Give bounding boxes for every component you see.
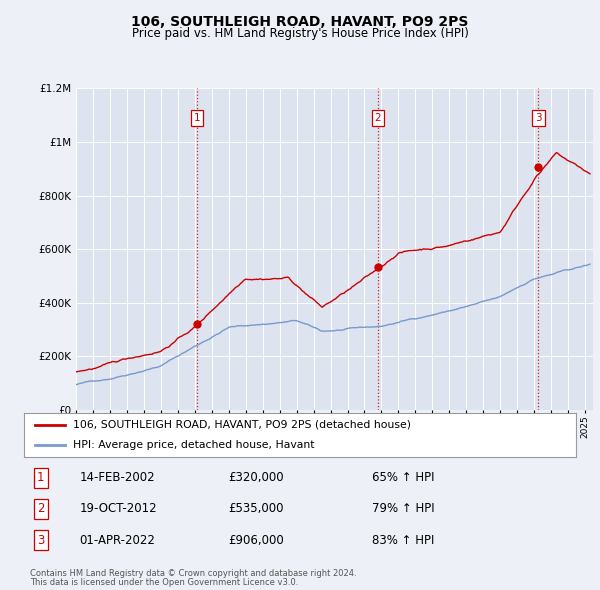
Text: 106, SOUTHLEIGH ROAD, HAVANT, PO9 2PS: 106, SOUTHLEIGH ROAD, HAVANT, PO9 2PS (131, 15, 469, 29)
Text: 14-FEB-2002: 14-FEB-2002 (79, 471, 155, 484)
Text: 3: 3 (535, 113, 542, 123)
Text: £906,000: £906,000 (228, 533, 284, 546)
Text: £535,000: £535,000 (228, 502, 284, 516)
Text: HPI: Average price, detached house, Havant: HPI: Average price, detached house, Hava… (73, 440, 314, 450)
Text: This data is licensed under the Open Government Licence v3.0.: This data is licensed under the Open Gov… (30, 578, 298, 587)
Text: 65% ↑ HPI: 65% ↑ HPI (372, 471, 434, 484)
Text: Contains HM Land Registry data © Crown copyright and database right 2024.: Contains HM Land Registry data © Crown c… (30, 569, 356, 578)
Text: 2: 2 (375, 113, 382, 123)
Text: 106, SOUTHLEIGH ROAD, HAVANT, PO9 2PS (detached house): 106, SOUTHLEIGH ROAD, HAVANT, PO9 2PS (d… (73, 420, 410, 430)
Text: 19-OCT-2012: 19-OCT-2012 (79, 502, 157, 516)
Text: 3: 3 (37, 533, 44, 546)
Text: Price paid vs. HM Land Registry's House Price Index (HPI): Price paid vs. HM Land Registry's House … (131, 27, 469, 40)
Text: 1: 1 (37, 471, 44, 484)
Text: 01-APR-2022: 01-APR-2022 (79, 533, 155, 546)
Text: 83% ↑ HPI: 83% ↑ HPI (372, 533, 434, 546)
Text: 79% ↑ HPI: 79% ↑ HPI (372, 502, 434, 516)
Text: 1: 1 (194, 113, 200, 123)
Text: 2: 2 (37, 502, 44, 516)
Text: £320,000: £320,000 (228, 471, 284, 484)
